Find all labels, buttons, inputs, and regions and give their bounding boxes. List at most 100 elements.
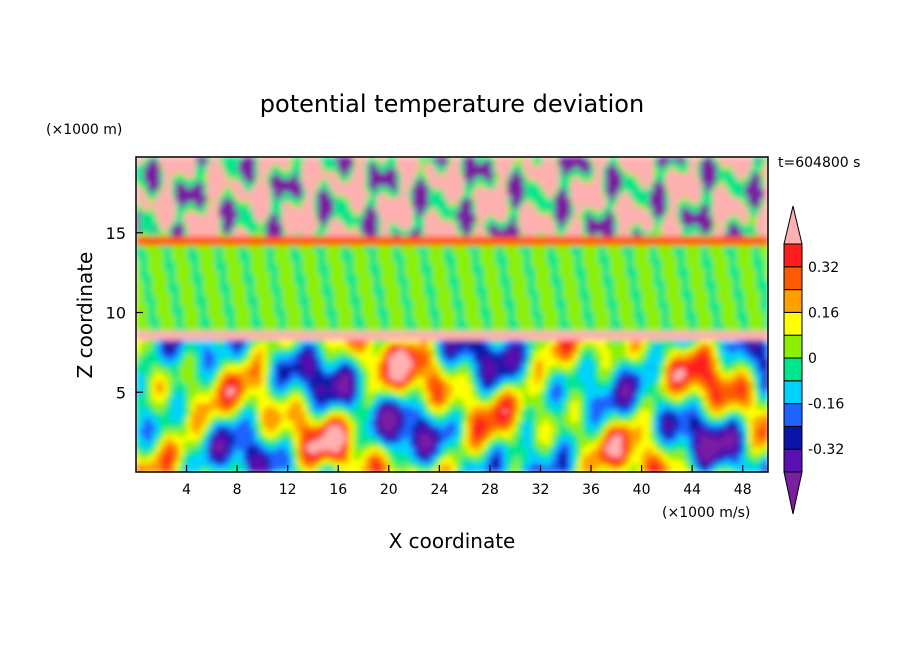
heatmap-cell <box>428 393 433 397</box>
heatmap-cell <box>400 402 406 407</box>
heatmap-cell <box>242 396 248 401</box>
heatmap-cell <box>384 409 390 413</box>
heatmap-cell <box>653 427 658 432</box>
heatmap-cell <box>625 399 631 404</box>
heatmap-cell <box>191 434 196 438</box>
heatmap-cell <box>167 409 173 413</box>
heatmap-cell <box>661 446 666 451</box>
heatmap-cell <box>195 383 200 388</box>
heatmap-cell <box>203 380 208 385</box>
heatmap-cell <box>531 386 536 391</box>
heatmap-cell <box>226 390 232 394</box>
heatmap-cell <box>325 383 331 388</box>
heatmap-cell <box>617 465 623 470</box>
heatmap-cell <box>696 440 702 445</box>
heatmap-cell <box>641 412 647 416</box>
heatmap-cell <box>424 393 429 397</box>
heatmap-cell <box>155 421 161 426</box>
heatmap-cell <box>373 437 378 442</box>
heatmap-cell <box>523 393 528 397</box>
heatmap-cell <box>432 446 437 451</box>
heatmap-cell <box>732 396 737 401</box>
heatmap-cell <box>483 449 489 454</box>
heatmap-cell <box>681 393 686 397</box>
heatmap-cell <box>187 449 192 454</box>
heatmap-cell <box>475 462 481 467</box>
heatmap-cell <box>329 405 335 410</box>
heatmap-cell <box>396 421 402 426</box>
heatmap-cell <box>404 431 410 435</box>
heatmap-cell <box>416 377 421 382</box>
heatmap-cell <box>424 421 429 426</box>
heatmap-cell <box>376 386 382 391</box>
heatmap-cell <box>167 427 173 432</box>
heatmap-cell <box>550 412 556 416</box>
heatmap-cell <box>471 427 477 432</box>
heatmap-cell <box>195 421 200 426</box>
heatmap-cell <box>566 396 572 401</box>
heatmap-cell <box>345 383 350 388</box>
heatmap-cell <box>139 415 145 420</box>
heatmap-cell <box>732 446 737 451</box>
heatmap-cell <box>262 459 267 464</box>
heatmap-cell <box>290 415 295 420</box>
heatmap-cell <box>487 409 493 413</box>
heatmap-cell <box>215 380 220 385</box>
heatmap-cell <box>677 418 682 423</box>
heatmap-cell <box>641 465 647 470</box>
heatmap-cell <box>475 412 481 416</box>
heatmap-cell <box>230 421 236 426</box>
heatmap-cell <box>546 383 552 388</box>
heatmap-cell <box>590 380 595 385</box>
heatmap-cell <box>550 383 556 388</box>
heatmap-cell <box>341 383 346 388</box>
heatmap-cell <box>246 396 252 401</box>
heatmap-cell <box>712 456 718 460</box>
heatmap-cell <box>669 402 674 407</box>
heatmap-cell <box>752 437 757 442</box>
heatmap-cell <box>692 431 698 435</box>
heatmap-cell <box>728 386 734 391</box>
heatmap-cell <box>250 393 256 397</box>
heatmap-cell <box>242 459 248 464</box>
heatmap-cell <box>309 462 315 467</box>
heatmap-cell <box>740 449 745 454</box>
heatmap-cell <box>159 434 165 438</box>
heatmap-cell <box>215 402 220 407</box>
heatmap-cell <box>361 405 366 410</box>
heatmap-cell <box>740 390 745 394</box>
heatmap-cell <box>361 449 366 454</box>
heatmap-cell <box>495 434 500 438</box>
heatmap-cell <box>602 427 607 432</box>
heatmap-cell <box>455 399 461 404</box>
heatmap-cell <box>155 468 161 472</box>
heatmap-cell <box>760 409 765 413</box>
heatmap-cell <box>321 383 327 388</box>
heatmap-cell <box>495 446 500 451</box>
heatmap-cell <box>139 431 145 435</box>
heatmap-cell <box>400 446 406 451</box>
heatmap-cell <box>163 405 169 410</box>
heatmap-cell <box>424 446 429 451</box>
heatmap-cell <box>242 402 248 407</box>
heatmap-cell <box>424 405 429 410</box>
heatmap-cell <box>147 380 153 385</box>
heatmap-cell <box>471 396 477 401</box>
heatmap-cell <box>764 456 768 460</box>
heatmap-cell <box>448 453 453 457</box>
heatmap-cell <box>325 468 331 472</box>
heatmap-cell <box>744 396 749 401</box>
heatmap-cell <box>467 421 473 426</box>
heatmap-cell <box>649 465 655 470</box>
heatmap-cell <box>689 462 694 467</box>
heatmap-cell <box>187 453 192 457</box>
heatmap-cell <box>151 386 157 391</box>
heatmap-cell <box>207 393 212 397</box>
heatmap-cell <box>538 409 544 413</box>
heatmap-cell <box>637 390 643 394</box>
heatmap-cell <box>317 412 323 416</box>
heatmap-cell <box>602 440 607 445</box>
heatmap-cell <box>653 465 658 470</box>
heatmap-cell <box>376 465 382 470</box>
heatmap-cell <box>139 459 145 464</box>
